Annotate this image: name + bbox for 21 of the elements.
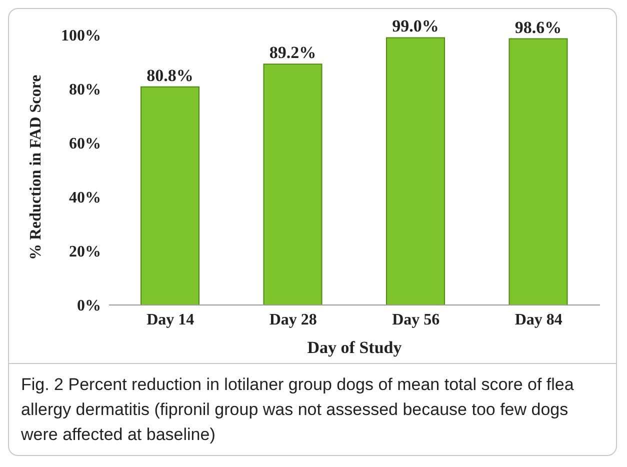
- data-label: 98.6%: [514, 18, 562, 37]
- bar: [386, 37, 445, 305]
- y-tick-label: 60%: [69, 136, 101, 153]
- bar: [508, 38, 568, 305]
- y-tick-label: 40%: [69, 190, 101, 207]
- data-label: 89.2%: [269, 43, 316, 62]
- y-tick-label: 80%: [69, 82, 101, 99]
- data-label: 99.0%: [392, 16, 439, 36]
- y-axis-title: % Reduction in FAD Score: [28, 74, 45, 260]
- x-tick-label: Day 56: [392, 311, 440, 328]
- x-tick-label: Day 84: [514, 311, 562, 328]
- bar: [263, 64, 322, 305]
- y-tick-label: 100%: [61, 28, 101, 45]
- data-label: 80.8%: [146, 66, 194, 85]
- bar: [140, 86, 200, 305]
- x-axis-title: Day of Study: [307, 338, 402, 357]
- y-tick-label: 20%: [69, 244, 101, 261]
- caption: Fig. 2 Percent reduction in lotilaner group dogs of mean total score of flea allergy dermatitis (fipronil group was not assessed because too few dogs were affected at baseline): [21, 374, 575, 446]
- x-tick-label: Day 28: [269, 311, 317, 328]
- x-tick-label: Day 14: [146, 311, 194, 328]
- y-tick-label: 0%: [77, 298, 101, 315]
